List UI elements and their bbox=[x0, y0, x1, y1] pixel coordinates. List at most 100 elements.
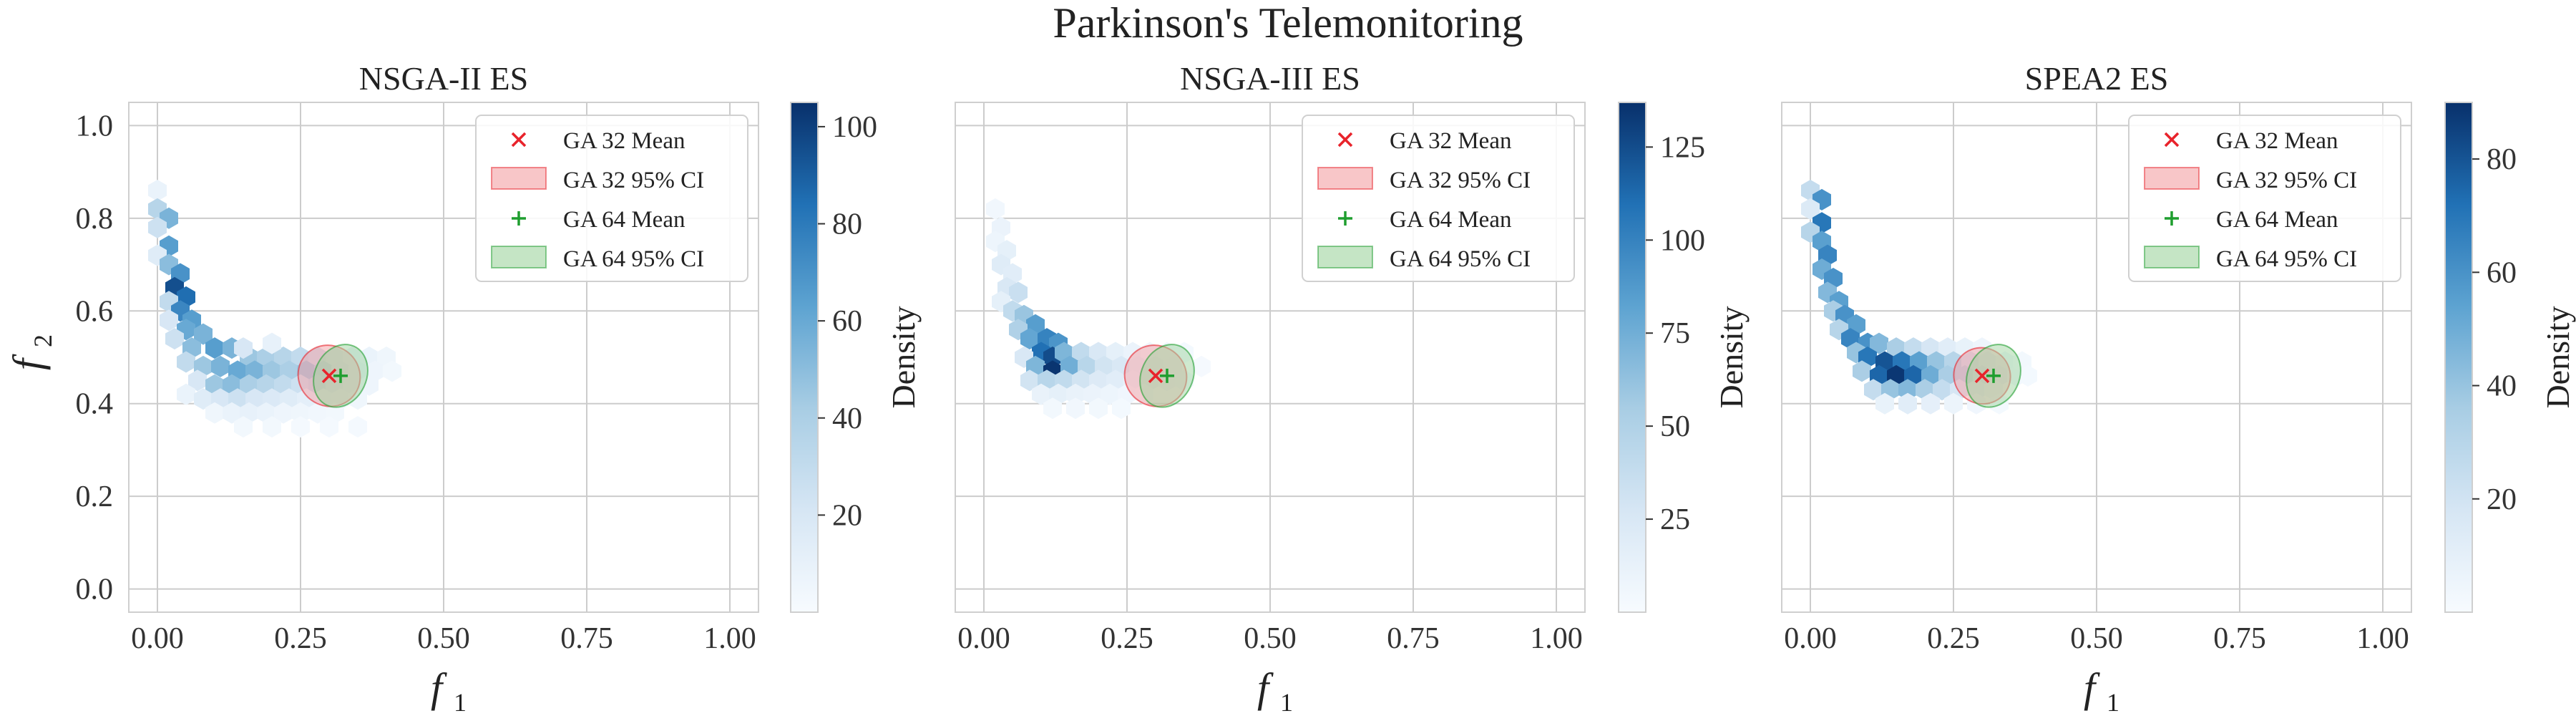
x-tick-label: 0.25 bbox=[274, 622, 327, 655]
x-tick-label: 0.25 bbox=[1101, 622, 1153, 655]
hexbin-cell bbox=[2019, 364, 2037, 387]
subplot-nsga3: NSGA-III ES 0.00 0.25 0.50 0.75 1.00 GA 32 Me… bbox=[955, 60, 1750, 716]
hexbin-cell bbox=[1870, 332, 1888, 354]
colorbar-gradient bbox=[790, 102, 819, 613]
ga32-mean-marker bbox=[1148, 368, 1163, 384]
legend-ga64-mean-icon bbox=[1338, 211, 1352, 226]
hexbin-cell bbox=[177, 351, 195, 373]
hexbin-cell bbox=[308, 402, 327, 424]
x-tick-label: 0.50 bbox=[2070, 622, 2123, 655]
hexbin-cell bbox=[348, 416, 367, 438]
hexbin-cell bbox=[1898, 392, 1917, 415]
hexbin-cell bbox=[1066, 397, 1085, 420]
hexbin-cell bbox=[263, 332, 281, 354]
hexbin-cell bbox=[223, 402, 241, 424]
hexbin-cell bbox=[194, 323, 213, 345]
hexbin-cell bbox=[148, 216, 167, 238]
colorbar-gradient bbox=[2444, 102, 2473, 613]
legend-ga32-mean-icon bbox=[1337, 132, 1353, 147]
figure-title: Parkinson's Telemonitoring bbox=[1053, 0, 1523, 47]
ga32-mean-marker bbox=[321, 368, 337, 384]
x-tick-label: 0.75 bbox=[560, 622, 613, 655]
x-axis-label-subscript: 1 bbox=[2107, 688, 2119, 716]
ga64-mean-marker bbox=[333, 368, 348, 383]
legend-ga32-ci-patch bbox=[1317, 167, 1373, 190]
hexbin-cell bbox=[1853, 360, 1871, 382]
legend: GA 32 Mean GA 32 95% CI GA 64 Mean GA 64 95… bbox=[2128, 115, 2401, 282]
x-tick-label: 0.00 bbox=[957, 622, 1010, 655]
hexbin-cell bbox=[383, 360, 401, 382]
colorbar-label: Density bbox=[2540, 306, 2576, 408]
hexbin-cell bbox=[1864, 379, 1883, 401]
colorbar: 20 40 60 80 Density bbox=[2444, 102, 2576, 613]
colorbar-tick-label: 60 bbox=[2487, 256, 2517, 289]
hexbin-cell bbox=[1101, 383, 1119, 405]
hexbin-cell bbox=[1020, 328, 1039, 350]
plot-area: 0.00 0.25 0.50 0.75 1.00 0.0 0.2 0.4 0.6 0.8 1.0 GA… bbox=[4, 102, 759, 716]
x-tick-label: 1.00 bbox=[1530, 622, 1583, 655]
legend-ga64-ci-patch bbox=[491, 246, 547, 268]
x-axis-label-subscript: 1 bbox=[454, 688, 467, 716]
legend-label: GA 32 Mean bbox=[1390, 128, 1511, 154]
x-axis-label: f bbox=[2084, 664, 2100, 711]
x-tick-label: 0.75 bbox=[1387, 622, 1440, 655]
hexbin-cell bbox=[160, 309, 178, 332]
hexbin-cell bbox=[1066, 383, 1085, 405]
hexbin-cell bbox=[205, 337, 224, 359]
colorbar-tick-label: 80 bbox=[2487, 143, 2517, 176]
hexbin-cell bbox=[234, 416, 253, 438]
hexbin-cell bbox=[1089, 397, 1108, 420]
hexbin-cell bbox=[1898, 379, 1917, 401]
colorbar-tick-label: 25 bbox=[1660, 503, 1690, 536]
hexbin-cell bbox=[1009, 281, 1028, 304]
hexbin-cell bbox=[1933, 379, 1951, 401]
x-tick-label: 0.00 bbox=[1784, 622, 1837, 655]
legend-ga64-ci-patch bbox=[1317, 246, 1373, 268]
hexbin-cell bbox=[194, 388, 213, 410]
hexbin-cell bbox=[211, 355, 230, 377]
y-tick-label: 0.2 bbox=[76, 480, 114, 513]
hexbin-cell bbox=[274, 402, 293, 424]
legend-ga64-mean-icon bbox=[512, 211, 526, 226]
colorbar-tick-label: 20 bbox=[832, 499, 862, 532]
x-tick-label: 0.50 bbox=[1244, 622, 1297, 655]
hexbin-cell bbox=[1043, 397, 1062, 420]
ga64-mean-marker bbox=[1160, 368, 1174, 383]
y-axis-label: f2 bbox=[4, 334, 57, 370]
y-tick-label: 0.0 bbox=[76, 574, 114, 606]
plot-area: 0.00 0.25 0.50 0.75 1.00 GA 32 Mean GA 32 95% … bbox=[1781, 102, 2412, 716]
colorbar-tick-label: 60 bbox=[832, 305, 862, 338]
legend-label: GA 64 95% CI bbox=[2216, 246, 2357, 272]
colorbar-gradient bbox=[1618, 102, 1646, 613]
x-tick-label: 1.00 bbox=[2356, 622, 2409, 655]
subplot-title: NSGA-III ES bbox=[1180, 60, 1360, 97]
legend-ga32-mean-icon bbox=[511, 132, 527, 147]
subplot-title: SPEA2 ES bbox=[2025, 60, 2169, 97]
legend-ga32-mean-icon bbox=[2164, 132, 2180, 147]
hexbin-cell bbox=[1020, 369, 1039, 392]
colorbar-tick-label: 75 bbox=[1660, 317, 1690, 350]
colorbar-tick-label: 40 bbox=[832, 402, 862, 435]
colorbar-tick-label: 50 bbox=[1660, 410, 1690, 443]
colorbar-label: Density bbox=[885, 306, 922, 408]
legend-label: GA 64 Mean bbox=[1390, 207, 1511, 233]
subplot-title: NSGA-II ES bbox=[359, 60, 528, 97]
colorbar-tick-label: 100 bbox=[832, 111, 877, 144]
y-tick-label: 0.4 bbox=[76, 388, 114, 421]
colorbar: 20 40 60 80 100 Density bbox=[790, 102, 922, 613]
hexbin-cell bbox=[291, 402, 310, 424]
colorbar-tick-label: 40 bbox=[2487, 370, 2517, 403]
legend-label: GA 64 Mean bbox=[2216, 207, 2338, 233]
hexbin-cell bbox=[1875, 392, 1894, 415]
legend-label: GA 64 95% CI bbox=[563, 246, 704, 272]
hexbin-cell bbox=[234, 337, 253, 359]
hexbin-cell bbox=[165, 328, 184, 350]
legend-ga64-ci-patch bbox=[2144, 246, 2200, 268]
legend-ga64-mean-icon bbox=[2165, 211, 2179, 226]
legend-label: GA 32 95% CI bbox=[1390, 168, 1531, 193]
hexbin-cell bbox=[1032, 383, 1050, 405]
hexbin-cell bbox=[188, 369, 207, 392]
ga64-mean-marker bbox=[1986, 368, 2001, 383]
